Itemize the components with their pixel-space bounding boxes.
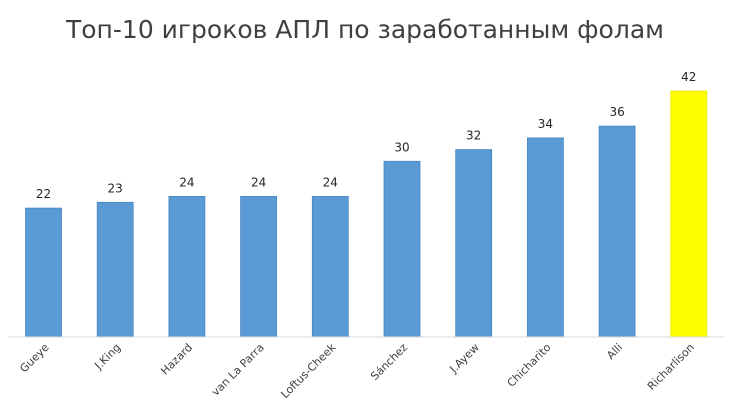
data-label: 24 — [251, 175, 266, 189]
bar-hazard — [168, 195, 206, 338]
bar-chicharito — [527, 137, 564, 338]
x-tick-label: J.Ayew — [447, 341, 482, 376]
x-tick-label: van La Parra — [209, 341, 267, 399]
bar-alli — [598, 125, 636, 338]
x-tick-label: Hazard — [158, 341, 195, 378]
data-label: 42 — [681, 70, 696, 84]
x-tick-label: Gueye — [17, 341, 51, 375]
chart-title: Топ-10 игроков АПЛ по заработанным фолам — [65, 15, 664, 44]
x-tick-label: Richarlison — [645, 341, 697, 393]
data-label: 24 — [323, 175, 338, 189]
bar-van-la-parra — [240, 195, 278, 338]
bar-j-ayew — [455, 149, 493, 338]
data-label: 23 — [108, 181, 123, 195]
bar-s-nchez — [383, 160, 421, 338]
data-label: 24 — [179, 175, 194, 189]
bars-group — [25, 90, 708, 338]
bar-richarlison — [670, 90, 708, 338]
data-label: 30 — [394, 140, 409, 154]
data-label: 32 — [466, 129, 481, 143]
bar-j-king — [96, 201, 134, 338]
data-label: 22 — [36, 187, 51, 201]
data-labels-group: 22 23 24 24 24 30 32 34 36 42 — [36, 70, 697, 201]
data-label: 34 — [538, 117, 553, 131]
bar-gueye — [25, 207, 62, 338]
x-tick-label: Sánchez — [368, 341, 410, 383]
x-tick-label: Chicharito — [505, 341, 554, 390]
x-tick-label: J.King — [92, 341, 124, 373]
x-tick-label: Loftus-Cheek — [278, 340, 338, 400]
x-tick-label: Alli — [604, 341, 625, 362]
x-tick-labels-group: Gueye J.King Hazard van La Parra Loftus-Chee… — [17, 340, 697, 400]
bar-loftus-cheek — [311, 195, 349, 338]
data-label: 36 — [609, 105, 624, 119]
